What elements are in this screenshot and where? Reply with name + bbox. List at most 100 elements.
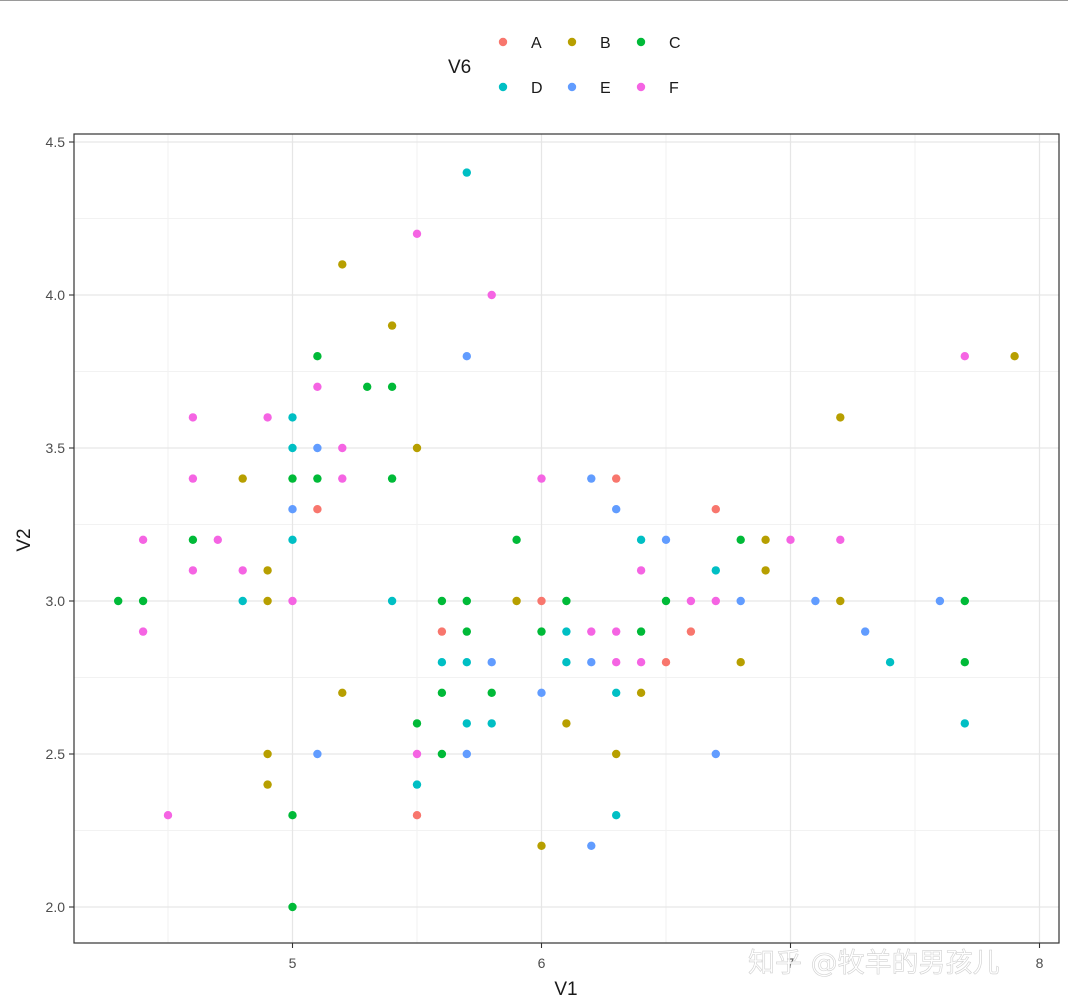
y-tick-label: 2.0 (46, 899, 66, 915)
data-point-f (636, 566, 646, 575)
data-point-c (412, 719, 422, 728)
data-point-f (338, 443, 347, 453)
data-point-c (487, 688, 496, 697)
data-point-c (636, 627, 646, 636)
data-point-b (761, 535, 770, 544)
data-point-d (387, 596, 397, 606)
x-tick-label: 6 (538, 955, 546, 971)
data-point-c (363, 382, 372, 391)
data-point-c (960, 596, 969, 606)
data-point-d (562, 627, 571, 636)
grid-lines (74, 134, 1059, 943)
y-tick-label: 3.5 (46, 440, 66, 456)
data-point-f (836, 535, 845, 544)
data-point-a (537, 596, 546, 606)
data-point-c (736, 535, 745, 544)
data-point-c (462, 627, 471, 636)
data-point-f (711, 596, 720, 606)
data-point-b (263, 780, 272, 789)
legend-key-c (636, 37, 646, 47)
data-point-b (338, 260, 347, 269)
data-point-f (163, 811, 173, 820)
data-point-b (412, 443, 422, 453)
data-point-c (562, 596, 571, 606)
plot-panel-border (73, 133, 1060, 944)
data-point-d (612, 688, 621, 697)
data-point-d (612, 811, 621, 820)
data-point-b (238, 474, 247, 483)
data-point-c (512, 535, 521, 544)
data-point-d (288, 535, 297, 544)
data-point-f (612, 627, 621, 636)
data-point-f (263, 413, 272, 422)
data-point-d (412, 780, 422, 789)
data-point-d (636, 535, 646, 544)
data-points (114, 168, 1019, 912)
axes: 5 6 7 8 2.0 2.5 3.0 3.5 4.0 4.5 (46, 134, 1044, 971)
data-point-b (387, 321, 397, 330)
data-point-d (462, 658, 471, 667)
data-point-e (462, 352, 471, 361)
data-point-b (338, 688, 347, 697)
legend: V6 A B C D E F (448, 35, 681, 97)
data-point-c (313, 352, 322, 361)
legend-key-e (567, 82, 577, 92)
legend-label-c: C (669, 35, 681, 52)
data-point-d (437, 658, 447, 667)
data-point-a (711, 505, 720, 514)
data-point-f (487, 290, 496, 300)
legend-key-d (498, 82, 508, 92)
data-point-a (661, 658, 671, 667)
data-point-f (188, 474, 198, 483)
data-point-c (188, 535, 198, 544)
data-point-f (786, 535, 795, 544)
data-point-c (288, 811, 297, 820)
data-point-c (462, 596, 471, 606)
data-point-a (412, 811, 422, 820)
data-point-a (437, 627, 447, 636)
x-tick-label: 7 (787, 955, 795, 971)
data-point-d (462, 168, 471, 177)
data-point-c (437, 749, 447, 759)
data-point-e (313, 443, 322, 453)
top-border-line (0, 0, 1068, 1)
y-tick-label: 2.5 (46, 746, 66, 762)
data-point-b (836, 413, 845, 422)
data-point-c (288, 902, 297, 912)
x-axis-title: V1 (554, 979, 577, 1000)
data-point-e (587, 658, 596, 667)
data-point-b (736, 658, 745, 667)
legend-label-d: D (531, 80, 543, 97)
data-point-c (313, 474, 322, 483)
x-tick-label: 5 (289, 955, 297, 971)
data-point-a (313, 505, 322, 514)
data-point-b (612, 749, 621, 759)
data-point-e (462, 749, 471, 759)
data-point-c (437, 688, 447, 697)
data-point-c (960, 658, 969, 667)
data-point-b (562, 719, 571, 728)
data-point-f (288, 596, 297, 606)
data-point-c (387, 382, 397, 391)
data-point-c (138, 596, 148, 606)
legend-key-b (567, 37, 577, 47)
data-point-e (587, 474, 596, 483)
legend-label-e: E (600, 80, 611, 97)
data-point-e (661, 535, 671, 544)
data-point-e (313, 749, 322, 759)
data-point-b (636, 688, 646, 697)
data-point-f (313, 382, 322, 391)
data-point-e (587, 841, 596, 850)
data-point-f (612, 658, 621, 667)
data-point-c (114, 596, 123, 606)
data-point-d (960, 719, 969, 728)
data-point-f (636, 658, 646, 667)
data-point-b (1010, 352, 1019, 361)
data-point-f (537, 474, 546, 483)
data-point-b (263, 749, 272, 759)
legend-label-a: A (531, 35, 542, 52)
data-point-c (288, 474, 297, 483)
data-point-b (263, 566, 272, 575)
data-point-b (537, 841, 546, 850)
data-point-d (288, 443, 297, 453)
